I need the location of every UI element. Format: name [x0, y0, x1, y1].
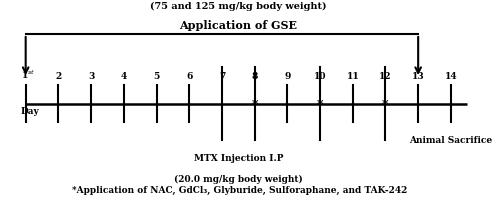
Text: 8: 8 — [252, 72, 258, 80]
Text: Application of GSE: Application of GSE — [180, 20, 298, 31]
Text: 10: 10 — [314, 72, 326, 80]
Text: Animal Sacrifice: Animal Sacrifice — [410, 135, 492, 144]
Text: 13: 13 — [412, 72, 424, 80]
Text: 12: 12 — [379, 72, 392, 80]
Text: *Application of NAC, GdCl₃, Glyburide, Sulforaphane, and TAK-242: *Application of NAC, GdCl₃, Glyburide, S… — [72, 185, 407, 194]
Text: (75 and 125 mg/kg body weight): (75 and 125 mg/kg body weight) — [150, 2, 326, 11]
Text: Day: Day — [21, 106, 40, 115]
Text: 7: 7 — [219, 72, 225, 80]
Text: 1$^{st}$: 1$^{st}$ — [21, 68, 35, 80]
Text: MTX Injection I.P: MTX Injection I.P — [194, 154, 283, 163]
Text: 9: 9 — [284, 72, 290, 80]
Text: *: * — [382, 99, 388, 112]
Text: 3: 3 — [88, 72, 94, 80]
Text: (20.0 mg/kg body weight): (20.0 mg/kg body weight) — [174, 174, 302, 183]
Text: 5: 5 — [154, 72, 160, 80]
Text: 11: 11 — [346, 72, 359, 80]
Text: 4: 4 — [120, 72, 127, 80]
Text: *: * — [252, 99, 258, 112]
Text: *: * — [317, 99, 324, 112]
Text: 14: 14 — [444, 72, 457, 80]
Text: 6: 6 — [186, 72, 192, 80]
Text: 2: 2 — [56, 72, 62, 80]
